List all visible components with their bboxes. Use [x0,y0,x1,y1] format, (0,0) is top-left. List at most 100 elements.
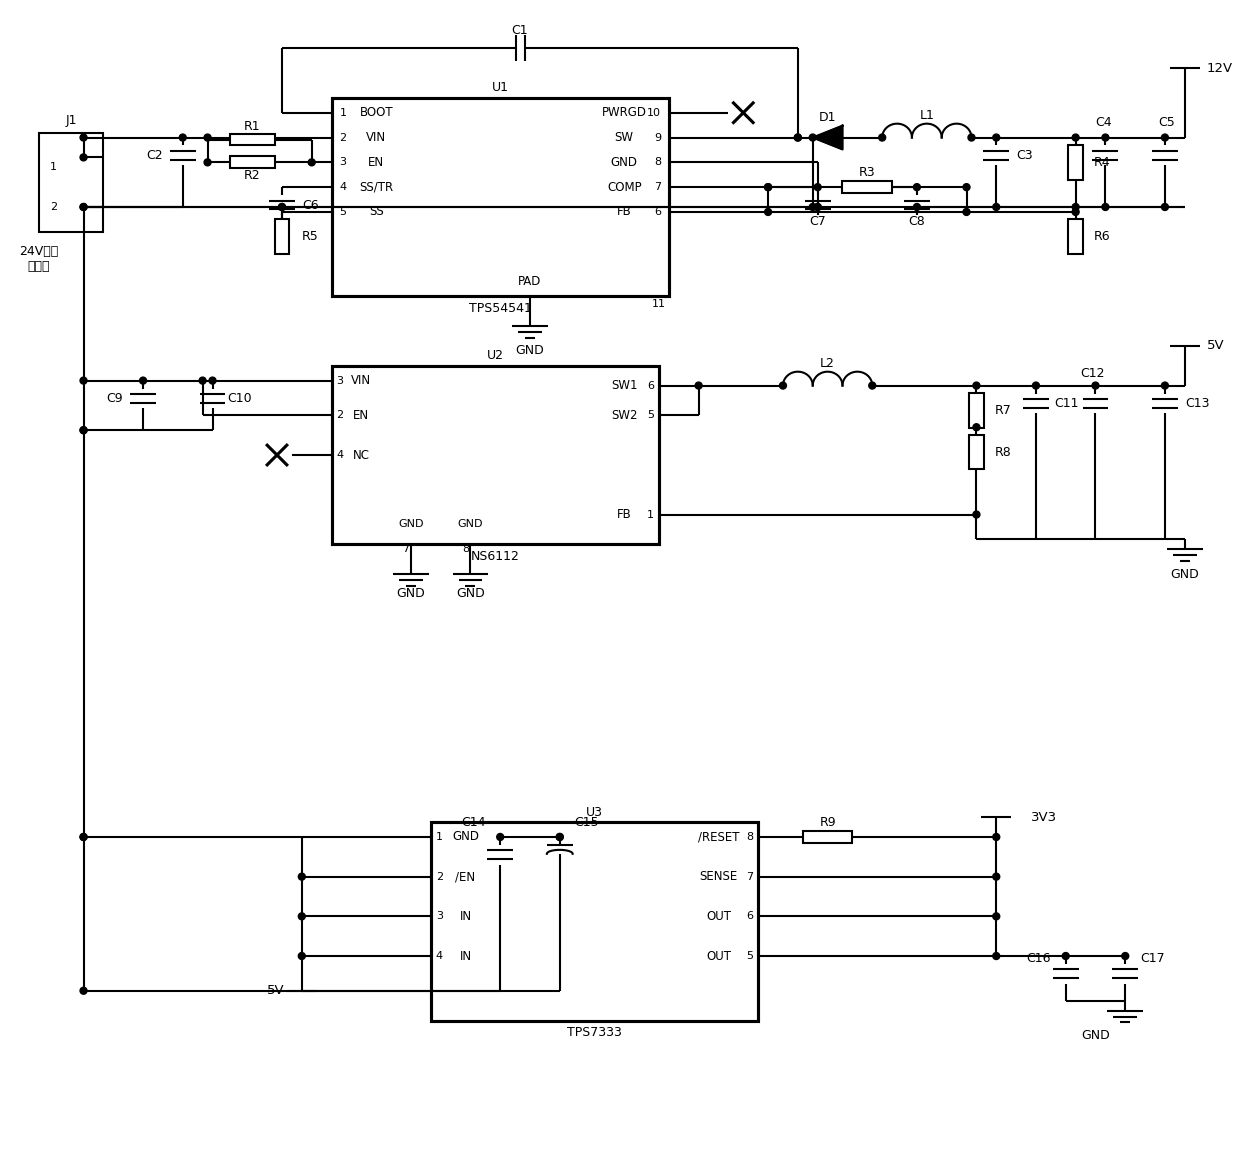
Text: 线端子: 线端子 [27,260,50,274]
Bar [802,831,852,843]
Text: IN: IN [460,950,471,963]
Bar [968,393,983,427]
Text: C7: C7 [810,215,826,228]
Circle shape [993,134,999,141]
Text: 7: 7 [653,182,661,192]
Text: 4: 4 [336,450,343,460]
Text: TPS54541: TPS54541 [469,301,532,314]
Circle shape [810,134,816,141]
Text: SS: SS [368,206,383,219]
Circle shape [557,833,563,840]
Circle shape [180,134,186,141]
Text: C11: C11 [1054,397,1079,410]
Bar [331,365,658,545]
Text: C3: C3 [1016,149,1033,162]
Circle shape [963,208,970,215]
Circle shape [497,833,503,840]
Bar [1068,146,1083,179]
Bar [968,434,983,469]
Text: OUT: OUT [706,950,730,963]
Text: GND: GND [1081,1029,1110,1042]
Circle shape [81,427,87,434]
Circle shape [815,204,821,211]
Circle shape [815,184,821,191]
Text: U2: U2 [487,349,503,362]
Text: 5: 5 [340,207,346,217]
Circle shape [993,833,999,840]
Text: 6: 6 [746,911,753,922]
Text: 3: 3 [336,376,343,385]
Text: GND: GND [398,519,424,530]
Text: 2: 2 [336,411,343,420]
Circle shape [81,833,87,840]
Bar [331,98,668,297]
Text: SW2: SW2 [611,409,637,421]
Text: U3: U3 [587,805,603,818]
Text: C17: C17 [1140,952,1164,965]
Text: 5: 5 [746,951,753,961]
Text: 8: 8 [463,545,469,554]
Text: 10: 10 [647,108,661,118]
Circle shape [81,377,87,384]
Circle shape [81,154,87,161]
Text: L1: L1 [919,109,934,122]
Text: C13: C13 [1184,397,1209,410]
Text: GND: GND [397,588,425,601]
Circle shape [765,208,771,215]
Text: COMP: COMP [606,180,641,193]
Text: C10: C10 [227,392,252,405]
Text: GND: GND [458,519,484,530]
Circle shape [205,158,211,165]
Bar [274,219,289,254]
Circle shape [968,134,975,141]
Circle shape [81,134,87,141]
Circle shape [765,184,771,191]
Text: R7: R7 [994,404,1011,417]
Circle shape [299,873,305,880]
Text: R5: R5 [301,230,319,243]
Circle shape [299,913,305,920]
Circle shape [81,987,87,994]
Text: 2: 2 [435,872,443,881]
Text: C1: C1 [512,24,528,37]
Circle shape [914,204,920,211]
Circle shape [815,204,821,211]
Circle shape [780,382,786,389]
Text: TPS7333: TPS7333 [567,1025,622,1039]
Text: /EN: /EN [455,871,476,883]
Text: C14: C14 [461,816,485,829]
Text: 6: 6 [653,207,661,217]
Circle shape [210,377,216,384]
Text: 6: 6 [647,381,653,391]
Text: C6: C6 [301,199,319,212]
Circle shape [963,184,970,191]
Polygon shape [812,126,842,149]
Text: IN: IN [460,910,471,923]
Text: J1: J1 [66,114,77,127]
Circle shape [1102,204,1109,211]
Text: R6: R6 [1094,230,1110,243]
Text: SW: SW [615,132,634,144]
Circle shape [973,511,980,518]
Text: U1: U1 [492,81,508,94]
Text: 11: 11 [652,299,666,310]
Circle shape [973,382,980,389]
Circle shape [81,204,87,211]
Text: 3: 3 [340,157,346,168]
Text: 24V电源: 24V电源 [20,246,58,258]
Circle shape [1073,208,1079,215]
Circle shape [1092,382,1099,389]
Text: 8: 8 [653,157,661,168]
Text: 1: 1 [51,162,57,172]
Text: C2: C2 [146,149,162,162]
Text: 2: 2 [340,133,347,142]
Text: 2: 2 [50,203,57,212]
Text: 4: 4 [435,951,443,961]
Text: GND: GND [611,156,637,169]
Circle shape [299,952,305,959]
Text: 5: 5 [647,411,653,420]
Circle shape [81,204,87,211]
Text: C16: C16 [1027,952,1050,965]
Text: GND: GND [1171,568,1199,581]
Text: 12V: 12V [1207,62,1233,74]
